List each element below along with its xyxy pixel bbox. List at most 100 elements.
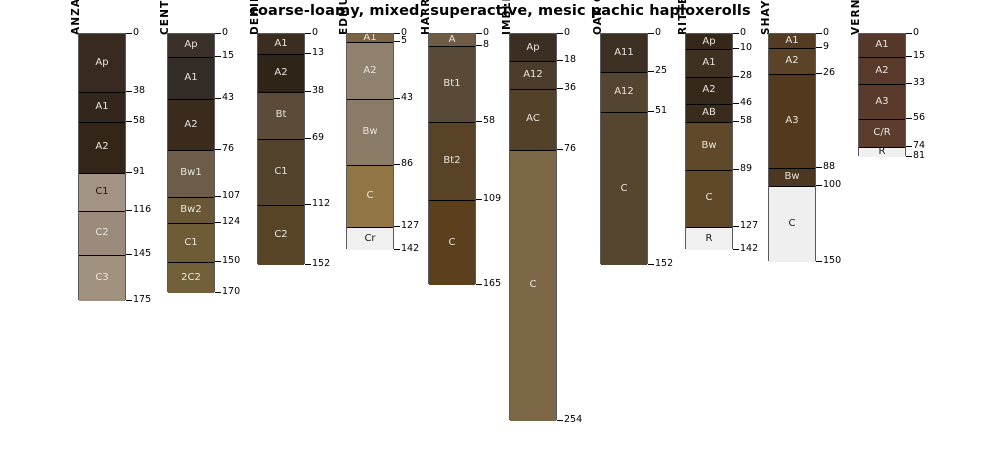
profile-name-label: SHAYROAD <box>760 0 772 35</box>
soil-horizon: R <box>859 146 905 158</box>
horizon-boundary-line <box>769 47 815 49</box>
profile-column: A1 A2 A3 C/R R <box>858 33 906 158</box>
horizon-boundary-line <box>79 210 125 212</box>
depth-tick-label: 109 <box>483 193 502 204</box>
horizon-label: Bw <box>362 126 378 138</box>
depth-tick <box>305 52 311 54</box>
horizon-label: A3 <box>875 95 889 107</box>
horizon-boundary-line <box>429 46 475 48</box>
horizon-label: A2 <box>363 64 377 76</box>
depth-tick <box>215 291 221 293</box>
soil-horizon: C2 <box>79 210 125 255</box>
depth-tick-label: 0 <box>483 27 490 38</box>
horizon-label: C <box>529 279 537 291</box>
soil-horizon: C1 <box>79 172 125 211</box>
depth-tick <box>557 60 563 62</box>
depth-tick-label: 43 <box>401 92 414 104</box>
depth-tick-label: 91 <box>133 165 146 177</box>
depth-tick-label: 100 <box>823 179 842 191</box>
horizon-label: Bw2 <box>180 203 202 215</box>
depth-tick-label: 170 <box>222 285 241 297</box>
depth-tick <box>215 33 221 34</box>
depth-tick-label: 5 <box>401 34 408 46</box>
depth-tick <box>476 284 482 286</box>
horizon-label: 2C2 <box>181 271 201 283</box>
horizon-label: Bt <box>275 109 287 121</box>
soil-horizon: A2 <box>686 76 732 105</box>
depth-tick <box>816 46 822 48</box>
depth-tick <box>816 185 822 187</box>
horizon-label: Ap <box>702 35 716 47</box>
horizon-boundary-line <box>168 149 214 151</box>
horizon-boundary-line <box>686 227 732 229</box>
horizon-label: C1 <box>274 165 288 177</box>
horizon-boundary-line <box>79 91 125 93</box>
profile-column: Ap A1 A2 Bw1 Bw2 C1 2C2 <box>167 33 215 293</box>
horizon-label: A1 <box>785 34 799 46</box>
horizon-label: A1 <box>95 101 109 113</box>
horizon-label: A3 <box>785 114 799 126</box>
horizon-label: A1 <box>184 72 198 84</box>
soil-horizon: A1 <box>686 49 732 77</box>
soil-horizon: AC <box>510 88 556 150</box>
depth-tick <box>733 103 739 105</box>
soil-horizon: C1 <box>258 139 304 205</box>
profile-column: Ap A1 A2 AB Bw C R <box>685 33 733 251</box>
profile-name-label: IMBLER <box>501 0 513 35</box>
horizon-boundary-line <box>79 122 125 124</box>
depth-tick-label: 150 <box>823 255 842 267</box>
depth-tick-label: 10 <box>740 42 753 54</box>
depth-tick <box>305 264 311 266</box>
horizon-boundary-line <box>79 254 125 256</box>
soil-horizon: Bt1 <box>429 46 475 123</box>
depth-tick <box>305 90 311 92</box>
horizon-boundary-line <box>686 104 732 106</box>
depth-tick <box>126 90 132 92</box>
depth-tick-label: 38 <box>312 84 325 96</box>
depth-tick-label: 116 <box>133 203 152 215</box>
depth-tick-label: 33 <box>913 77 926 89</box>
horizon-boundary-line <box>168 196 214 198</box>
horizon-label: C <box>366 190 374 202</box>
horizon-boundary-line <box>347 164 393 166</box>
depth-tick-label: 81 <box>913 150 926 162</box>
horizon-boundary-line <box>859 84 905 86</box>
depth-tick-label: 46 <box>740 97 753 109</box>
soil-horizon: A <box>429 34 475 47</box>
depth-tick-label: 0 <box>312 27 319 38</box>
depth-tick <box>648 110 654 112</box>
depth-tick-label: 142 <box>401 243 420 255</box>
horizon-label: A2 <box>785 54 799 66</box>
soil-horizon: Bt2 <box>429 122 475 200</box>
depth-tick-label: 107 <box>222 189 241 201</box>
depth-tick-label: 152 <box>312 258 331 270</box>
depth-tick <box>648 264 654 266</box>
depth-tick <box>733 75 739 77</box>
soil-horizon: A2 <box>769 47 815 74</box>
soil-horizon: A2 <box>859 56 905 85</box>
depth-tick <box>126 171 132 173</box>
depth-tick <box>816 261 822 263</box>
depth-tick <box>557 419 563 421</box>
horizon-label: A12 <box>523 69 543 81</box>
horizon-label: C3 <box>95 271 109 283</box>
horizon-label: A1 <box>875 39 889 51</box>
horizon-boundary-line <box>258 139 304 141</box>
depth-tick-label: 145 <box>133 247 152 259</box>
horizon-boundary-line <box>601 72 647 74</box>
horizon-boundary-line <box>429 200 475 201</box>
soil-horizon: Bw1 <box>168 149 214 197</box>
profile-column: A Bt1 Bt2 C <box>428 33 476 286</box>
horizon-label: A2 <box>95 141 109 153</box>
depth-tick <box>126 121 132 123</box>
depth-tick <box>816 167 822 169</box>
soil-horizon: A2 <box>168 99 214 150</box>
horizon-boundary-line <box>601 111 647 113</box>
depth-tick <box>126 253 132 255</box>
horizon-label: C2 <box>274 229 288 241</box>
depth-tick <box>648 71 654 73</box>
soil-horizon: AB <box>686 104 732 123</box>
depth-tick-label: 9 <box>823 40 830 52</box>
horizon-boundary-line <box>510 61 556 63</box>
depth-tick <box>305 33 311 34</box>
